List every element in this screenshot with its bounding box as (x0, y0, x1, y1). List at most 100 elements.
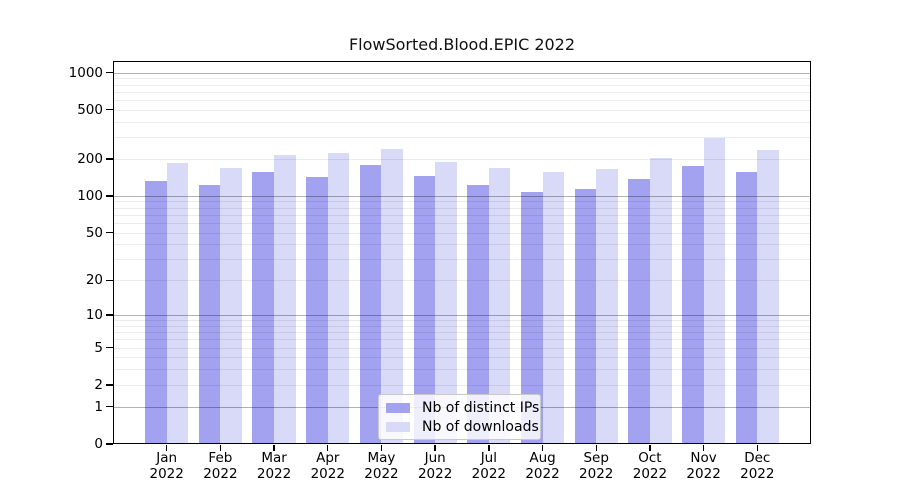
month-label: Mar (261, 450, 287, 466)
minor-gridline (114, 320, 810, 322)
year-label: 2022 (364, 465, 399, 482)
x-tick (219, 444, 222, 451)
month-label: Apr (316, 450, 340, 466)
bar-ips-dec (735, 172, 758, 444)
y-tick-label: 10 (85, 307, 103, 324)
year-label: 2022 (632, 465, 668, 482)
year-label: 2022 (310, 465, 345, 482)
x-tick-label-oct: Oct 2022 (620, 450, 680, 482)
y-tick (106, 71, 113, 74)
month-label: Dec (744, 450, 771, 466)
major-gridline (114, 195, 810, 197)
bar-ips-oct (628, 179, 650, 444)
bar-downloads-dec (757, 149, 779, 444)
bar-downloads-jan (166, 162, 189, 444)
y-tick-label: 50 (85, 224, 103, 241)
major-gridline (114, 72, 810, 74)
minor-gridline (114, 244, 810, 246)
x-tick (327, 444, 329, 451)
x-tick-label-mar: Mar 2022 (244, 450, 304, 482)
minor-gridline (114, 347, 810, 349)
y-tick (106, 346, 113, 349)
y-tick (106, 158, 113, 160)
x-tick-label-jun: Jun 2022 (405, 450, 465, 482)
x-tick-label-dec: Dec 2022 (727, 450, 787, 482)
minor-gridline (114, 280, 810, 282)
minor-gridline (114, 369, 810, 371)
month-label: Jan (156, 450, 178, 466)
y-tick (106, 406, 113, 408)
y-tick (106, 109, 113, 111)
minor-gridline (114, 109, 810, 111)
y-tick (106, 195, 113, 197)
month-label: Feb (208, 450, 233, 466)
year-label: 2022 (471, 465, 507, 482)
minor-gridline (114, 384, 810, 386)
chart-title: FlowSorted.Blood.EPIC 2022 (348, 35, 576, 54)
minor-gridline (114, 84, 810, 86)
year-label: 2022 (686, 465, 721, 482)
legend-item-distinct-ips: Nb of distinct IPs (386, 399, 540, 416)
minor-gridline (114, 325, 810, 327)
year-label: 2022 (256, 465, 292, 482)
x-tick (380, 444, 383, 451)
bar-ips-jul (467, 185, 489, 444)
month-label: Jun (424, 450, 446, 466)
bar-downloads-may (381, 148, 404, 444)
x-tick (649, 444, 651, 451)
x-tick-label-jan: Jan 2022 (137, 450, 197, 482)
year-label: 2022 (149, 465, 184, 482)
year-label: 2022 (203, 465, 238, 482)
y-tick-label: 0 (94, 436, 103, 452)
bar-downloads-jun (435, 161, 457, 444)
legend-swatch-distinct-ips (386, 402, 410, 413)
x-tick-label-jul: Jul 2022 (459, 450, 519, 482)
x-tick-label-may: May 2022 (351, 450, 411, 482)
bar-downloads-oct (649, 157, 672, 444)
bar-downloads-nov (703, 138, 726, 444)
x-tick-label-sep: Sep 2022 (566, 450, 626, 482)
minor-gridline (114, 222, 810, 224)
minor-gridline (114, 232, 810, 234)
minor-gridline (114, 357, 810, 359)
y-tick-label: 1 (94, 398, 103, 415)
y-tick-label: 2 (94, 376, 103, 393)
month-label: Nov (690, 450, 717, 466)
bar-ips-jun (413, 176, 436, 444)
month-label: Aug (529, 450, 556, 466)
y-tick-label: 1000 (68, 64, 103, 81)
bar-ips-mar (252, 172, 275, 444)
legend-label-downloads: Nb of downloads (422, 418, 539, 435)
bar-ips-feb (198, 185, 221, 444)
bar-ips-may (359, 165, 382, 444)
minor-gridline (114, 207, 810, 209)
bar-ips-aug (520, 191, 543, 444)
year-label: 2022 (525, 465, 560, 482)
x-tick (165, 444, 168, 451)
x-tick-label-nov: Nov 2022 (674, 450, 734, 482)
x-tick-label-feb: Feb 2022 (190, 450, 250, 482)
x-tick (595, 444, 597, 451)
minor-gridline (114, 214, 810, 216)
y-tick-label: 5 (94, 339, 103, 356)
minor-gridline (114, 339, 810, 341)
x-tick-label-apr: Apr 2022 (298, 450, 358, 482)
x-tick (434, 444, 436, 451)
y-tick (106, 279, 113, 281)
y-tick-label: 200 (77, 150, 103, 167)
minor-gridline (114, 78, 810, 80)
minor-gridline (114, 91, 810, 93)
legend-swatch-downloads (386, 421, 410, 432)
minor-gridline (114, 332, 810, 334)
legend-label-distinct-ips: Nb of distinct IPs (422, 399, 540, 416)
major-gridline (114, 315, 810, 317)
minor-gridline (114, 121, 810, 123)
bar-downloads-jul (488, 168, 511, 444)
x-tick (273, 444, 275, 451)
minor-gridline (114, 99, 810, 101)
y-tick (106, 314, 113, 316)
year-label: 2022 (740, 465, 775, 482)
minor-gridline (114, 259, 810, 261)
y-tick-label: 20 (85, 272, 103, 289)
bar-ips-apr (306, 177, 328, 444)
